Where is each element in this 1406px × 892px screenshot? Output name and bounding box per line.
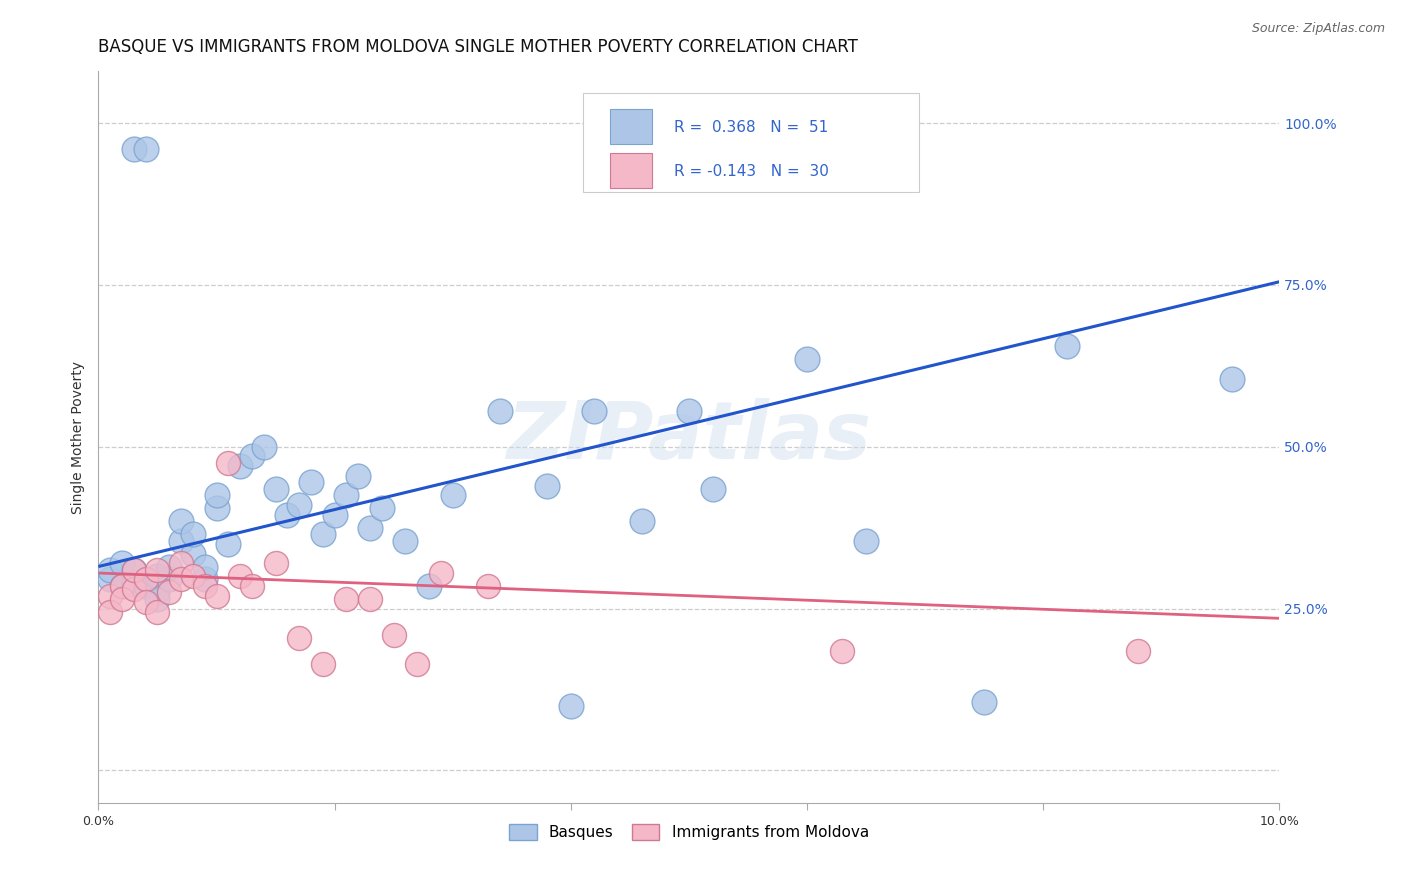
Point bbox=[98, 589, 121, 603]
Point bbox=[264, 557, 287, 571]
Point bbox=[111, 591, 134, 606]
Point bbox=[312, 527, 335, 541]
Point bbox=[1220, 372, 1243, 386]
Point bbox=[170, 557, 193, 571]
Point bbox=[240, 450, 263, 464]
Point bbox=[146, 563, 169, 577]
Point bbox=[382, 627, 405, 641]
Point bbox=[98, 605, 121, 619]
Point bbox=[98, 573, 121, 587]
Point bbox=[264, 482, 287, 496]
Text: ZIPatlas: ZIPatlas bbox=[506, 398, 872, 476]
Point bbox=[111, 579, 134, 593]
Text: R = -0.143   N =  30: R = -0.143 N = 30 bbox=[673, 164, 828, 179]
Point bbox=[146, 605, 169, 619]
Point bbox=[430, 566, 453, 580]
Point bbox=[359, 521, 381, 535]
Point bbox=[583, 404, 606, 418]
Point bbox=[831, 643, 853, 657]
Point bbox=[323, 508, 346, 522]
Point bbox=[796, 352, 818, 367]
Point bbox=[205, 488, 228, 502]
Point bbox=[146, 585, 169, 599]
Point bbox=[170, 514, 193, 528]
Point bbox=[371, 501, 394, 516]
Point bbox=[181, 527, 204, 541]
Point bbox=[253, 440, 276, 454]
Point bbox=[1056, 339, 1078, 353]
Point bbox=[335, 488, 357, 502]
Point bbox=[194, 573, 217, 587]
Point bbox=[157, 573, 180, 587]
Point bbox=[194, 559, 217, 574]
Point bbox=[135, 573, 157, 587]
Point bbox=[205, 589, 228, 603]
Point bbox=[288, 498, 311, 512]
Point bbox=[973, 696, 995, 710]
Point bbox=[122, 575, 145, 590]
Point bbox=[170, 533, 193, 548]
Point bbox=[299, 475, 322, 490]
Point bbox=[194, 579, 217, 593]
Point bbox=[122, 582, 145, 597]
Point bbox=[157, 559, 180, 574]
FancyBboxPatch shape bbox=[610, 153, 652, 187]
Point bbox=[418, 579, 440, 593]
Legend: Basques, Immigrants from Moldova: Basques, Immigrants from Moldova bbox=[503, 817, 875, 847]
Point bbox=[1126, 643, 1149, 657]
Point bbox=[489, 404, 512, 418]
FancyBboxPatch shape bbox=[610, 109, 652, 144]
Point bbox=[702, 482, 724, 496]
Point bbox=[406, 657, 429, 671]
Point bbox=[111, 579, 134, 593]
Point bbox=[335, 591, 357, 606]
Point bbox=[122, 142, 145, 156]
FancyBboxPatch shape bbox=[582, 94, 920, 192]
Point bbox=[855, 533, 877, 548]
Point bbox=[98, 563, 121, 577]
Point bbox=[181, 547, 204, 561]
Point bbox=[111, 557, 134, 571]
Point bbox=[359, 591, 381, 606]
Text: R =  0.368   N =  51: R = 0.368 N = 51 bbox=[673, 120, 828, 136]
Point bbox=[135, 579, 157, 593]
Point bbox=[229, 459, 252, 474]
Point bbox=[312, 657, 335, 671]
Point bbox=[477, 579, 499, 593]
Point bbox=[441, 488, 464, 502]
Point bbox=[630, 514, 652, 528]
Text: Source: ZipAtlas.com: Source: ZipAtlas.com bbox=[1251, 22, 1385, 36]
Point bbox=[288, 631, 311, 645]
Point bbox=[217, 456, 239, 470]
Point bbox=[229, 569, 252, 583]
Point bbox=[122, 563, 145, 577]
Point bbox=[560, 698, 582, 713]
Point bbox=[146, 591, 169, 606]
Point bbox=[276, 508, 298, 522]
Point bbox=[394, 533, 416, 548]
Point bbox=[135, 595, 157, 609]
Point bbox=[170, 573, 193, 587]
Point bbox=[135, 142, 157, 156]
Point bbox=[146, 569, 169, 583]
Point bbox=[347, 469, 370, 483]
Point bbox=[240, 579, 263, 593]
Point bbox=[678, 404, 700, 418]
Point bbox=[536, 478, 558, 492]
Point bbox=[205, 501, 228, 516]
Point bbox=[157, 585, 180, 599]
Point bbox=[181, 569, 204, 583]
Point bbox=[217, 537, 239, 551]
Y-axis label: Single Mother Poverty: Single Mother Poverty bbox=[72, 360, 86, 514]
Text: BASQUE VS IMMIGRANTS FROM MOLDOVA SINGLE MOTHER POVERTY CORRELATION CHART: BASQUE VS IMMIGRANTS FROM MOLDOVA SINGLE… bbox=[98, 38, 858, 56]
Point bbox=[122, 563, 145, 577]
